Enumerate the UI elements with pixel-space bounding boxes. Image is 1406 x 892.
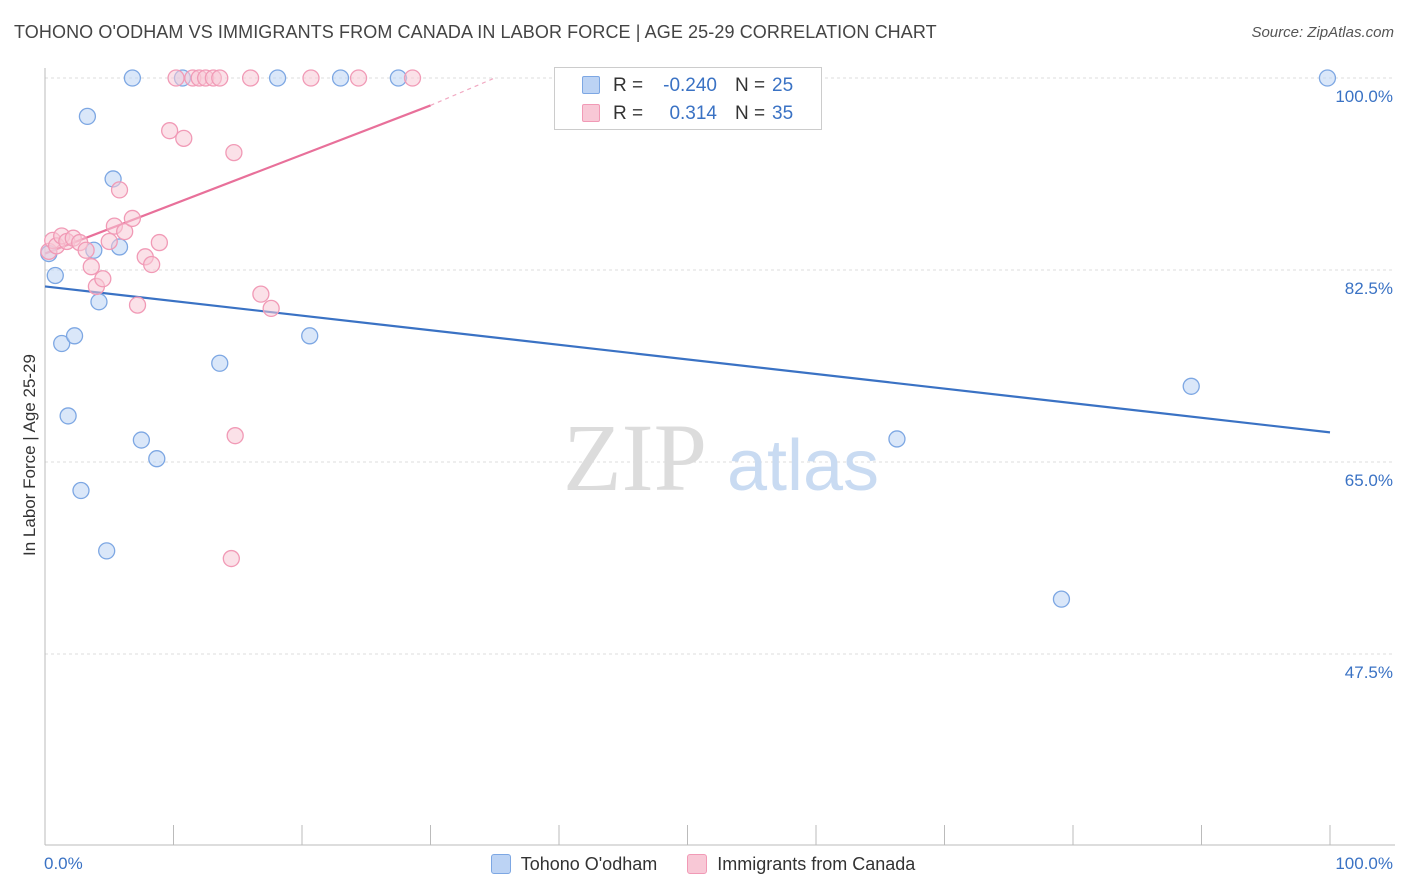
point-tohono bbox=[268, 69, 287, 87]
point-tohono bbox=[65, 327, 84, 345]
point-canada bbox=[128, 296, 147, 314]
watermark-zip: ZIP bbox=[563, 404, 707, 511]
point-canada bbox=[302, 69, 320, 87]
point-canada bbox=[349, 69, 368, 87]
axes bbox=[44, 68, 1395, 846]
n-label: N = bbox=[735, 103, 766, 124]
point-canada bbox=[123, 209, 142, 228]
r-label: R = bbox=[613, 75, 644, 96]
point-tohono bbox=[1052, 590, 1071, 608]
point-tohono bbox=[132, 431, 151, 449]
point-canada bbox=[262, 299, 280, 318]
point-tohono bbox=[211, 354, 229, 372]
point-canada bbox=[167, 69, 185, 87]
point-canada bbox=[160, 122, 179, 140]
blue-swatch bbox=[582, 76, 600, 94]
point-canada bbox=[241, 69, 260, 87]
point-canada bbox=[143, 255, 161, 274]
point-tohono bbox=[59, 407, 77, 425]
point-canada bbox=[94, 270, 112, 288]
point-tohono bbox=[301, 327, 319, 345]
point-tohono bbox=[90, 293, 108, 311]
trend-line-tohono bbox=[44, 285, 1331, 434]
watermark-atlas: atlas bbox=[727, 426, 879, 506]
r-label: R = bbox=[613, 103, 644, 124]
point-tohono bbox=[331, 69, 350, 87]
point-tohono bbox=[888, 430, 906, 448]
point-canada bbox=[77, 241, 95, 259]
point-tohono bbox=[46, 266, 64, 285]
watermark: ZIP atlas bbox=[563, 404, 879, 511]
point-canada bbox=[225, 143, 243, 162]
legend-swatch-blue bbox=[490, 854, 511, 874]
legend-label: Immigrants from Canada bbox=[717, 853, 916, 874]
point-tohono bbox=[123, 69, 142, 87]
point-canada bbox=[252, 285, 270, 303]
stats-row-tohono: R = -0.240 N = 25 bbox=[555, 72, 821, 100]
y-tick-label: 82.5% bbox=[1345, 279, 1393, 298]
x-tick-label: 0.0% bbox=[44, 854, 83, 873]
point-tohono bbox=[1318, 69, 1337, 87]
point-tohono bbox=[1182, 377, 1200, 395]
point-tohono bbox=[148, 450, 166, 468]
trend-line-canada bbox=[44, 104, 431, 255]
stats-legend: R = -0.240 N = 25 R = 0.314 N = 35 bbox=[554, 67, 822, 130]
y-tick-label: 100.0% bbox=[1335, 87, 1393, 106]
data-points bbox=[40, 69, 1337, 608]
trend-lines bbox=[44, 77, 1331, 434]
point-tohono bbox=[72, 481, 90, 500]
n-label: N = bbox=[735, 75, 766, 96]
point-canada bbox=[403, 69, 422, 87]
r-value: 0.314 bbox=[669, 103, 717, 124]
y-tick-label: 47.5% bbox=[1345, 663, 1393, 682]
point-canada bbox=[222, 549, 240, 568]
n-value: 35 bbox=[772, 103, 794, 124]
point-canada bbox=[116, 222, 134, 241]
gridlines bbox=[45, 77, 1395, 655]
tick-labels: 47.5% 65.0% 82.5% 100.0% 0.0% 100.0% bbox=[44, 87, 1393, 873]
y-tick-label: 65.0% bbox=[1345, 471, 1393, 490]
series-legend: Tohono O'odham Immigrants from Canada bbox=[0, 852, 1406, 876]
point-canada bbox=[211, 69, 229, 87]
point-tohono bbox=[53, 334, 71, 353]
point-canada bbox=[226, 427, 244, 445]
legend-label: Tohono O'odham bbox=[520, 853, 658, 874]
point-canada bbox=[82, 258, 100, 276]
point-canada bbox=[110, 181, 129, 199]
x-tick-label: 100.0% bbox=[1335, 854, 1393, 873]
pink-swatch bbox=[582, 104, 600, 122]
point-canada bbox=[150, 233, 169, 252]
legend-item-tohono[interactable]: Tohono O'odham bbox=[490, 852, 658, 876]
point-tohono bbox=[98, 542, 116, 560]
r-value: -0.240 bbox=[663, 75, 717, 96]
trend-line-extension bbox=[430, 77, 495, 106]
n-value: 25 bbox=[772, 75, 794, 96]
stats-row-canada: R = 0.314 N = 35 bbox=[555, 100, 821, 128]
point-canada bbox=[175, 129, 193, 147]
legend-swatch-pink bbox=[687, 854, 708, 874]
source-credit: Source: ZipAtlas.com bbox=[1251, 24, 1394, 41]
chart-title: TOHONO O'ODHAM VS IMMIGRANTS FROM CANADA… bbox=[14, 22, 937, 42]
legend-item-canada[interactable]: Immigrants from Canada bbox=[687, 852, 915, 876]
point-tohono bbox=[78, 107, 97, 126]
point-canada bbox=[100, 232, 118, 251]
